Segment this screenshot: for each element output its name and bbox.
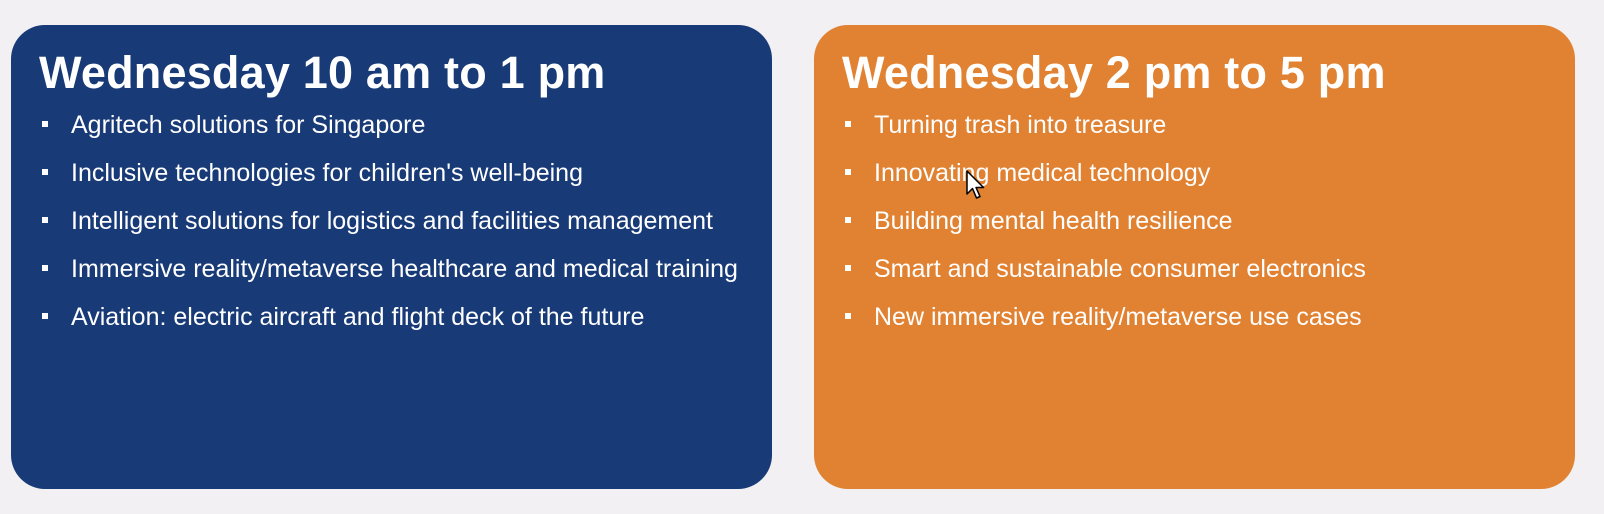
topic-label: Inclusive technologies for children's we…	[71, 159, 583, 187]
topic-label: Innovating medical technology	[874, 159, 1211, 187]
topic-list-afternoon: Turning trash into treasure Innovating m…	[842, 109, 1547, 334]
topic-item: Innovating medical technology	[842, 157, 1547, 190]
topic-item: New immersive reality/metaverse use case…	[842, 301, 1547, 334]
session-title-morning: Wednesday 10 am to 1 pm	[39, 47, 606, 98]
topic-item: Inclusive technologies for children's we…	[39, 157, 744, 190]
topic-label: Immersive reality/metaverse healthcare a…	[71, 255, 738, 283]
topic-item: Turning trash into treasure	[842, 109, 1547, 142]
square-bullet-icon	[42, 169, 48, 175]
session-card-afternoon: Wednesday 2 pm to 5 pm Turning trash int…	[814, 25, 1575, 489]
mouse-pointer-icon	[966, 170, 985, 199]
session-title-afternoon: Wednesday 2 pm to 5 pm	[842, 47, 1386, 98]
square-bullet-icon	[845, 169, 851, 175]
topic-label: New immersive reality/metaverse use case…	[874, 303, 1362, 331]
square-bullet-icon	[42, 121, 48, 127]
topic-item: Intelligent solutions for logistics and …	[39, 205, 744, 238]
topic-label: Aviation: electric aircraft and flight d…	[71, 303, 645, 331]
topic-label: Agritech solutions for Singapore	[71, 111, 426, 139]
square-bullet-icon	[845, 121, 851, 127]
topic-item: Immersive reality/metaverse healthcare a…	[39, 253, 744, 286]
topic-list-morning: Agritech solutions for Singapore Inclusi…	[39, 109, 744, 334]
topic-item: Smart and sustainable consumer electroni…	[842, 253, 1547, 286]
square-bullet-icon	[845, 265, 851, 271]
topic-label: Building mental health resilience	[874, 207, 1233, 235]
topic-label: Intelligent solutions for logistics and …	[71, 207, 714, 235]
session-card-morning: Wednesday 10 am to 1 pm Agritech solutio…	[11, 25, 772, 489]
topic-item: Aviation: electric aircraft and flight d…	[39, 301, 744, 334]
square-bullet-icon	[845, 217, 851, 223]
topic-label: Smart and sustainable consumer electroni…	[874, 255, 1366, 283]
topic-item: Agritech solutions for Singapore	[39, 109, 744, 142]
topic-label: Turning trash into treasure	[874, 111, 1167, 139]
square-bullet-icon	[42, 313, 48, 319]
topic-item: Building mental health resilience	[842, 205, 1547, 238]
square-bullet-icon	[42, 217, 48, 223]
square-bullet-icon	[42, 265, 48, 271]
square-bullet-icon	[845, 313, 851, 319]
